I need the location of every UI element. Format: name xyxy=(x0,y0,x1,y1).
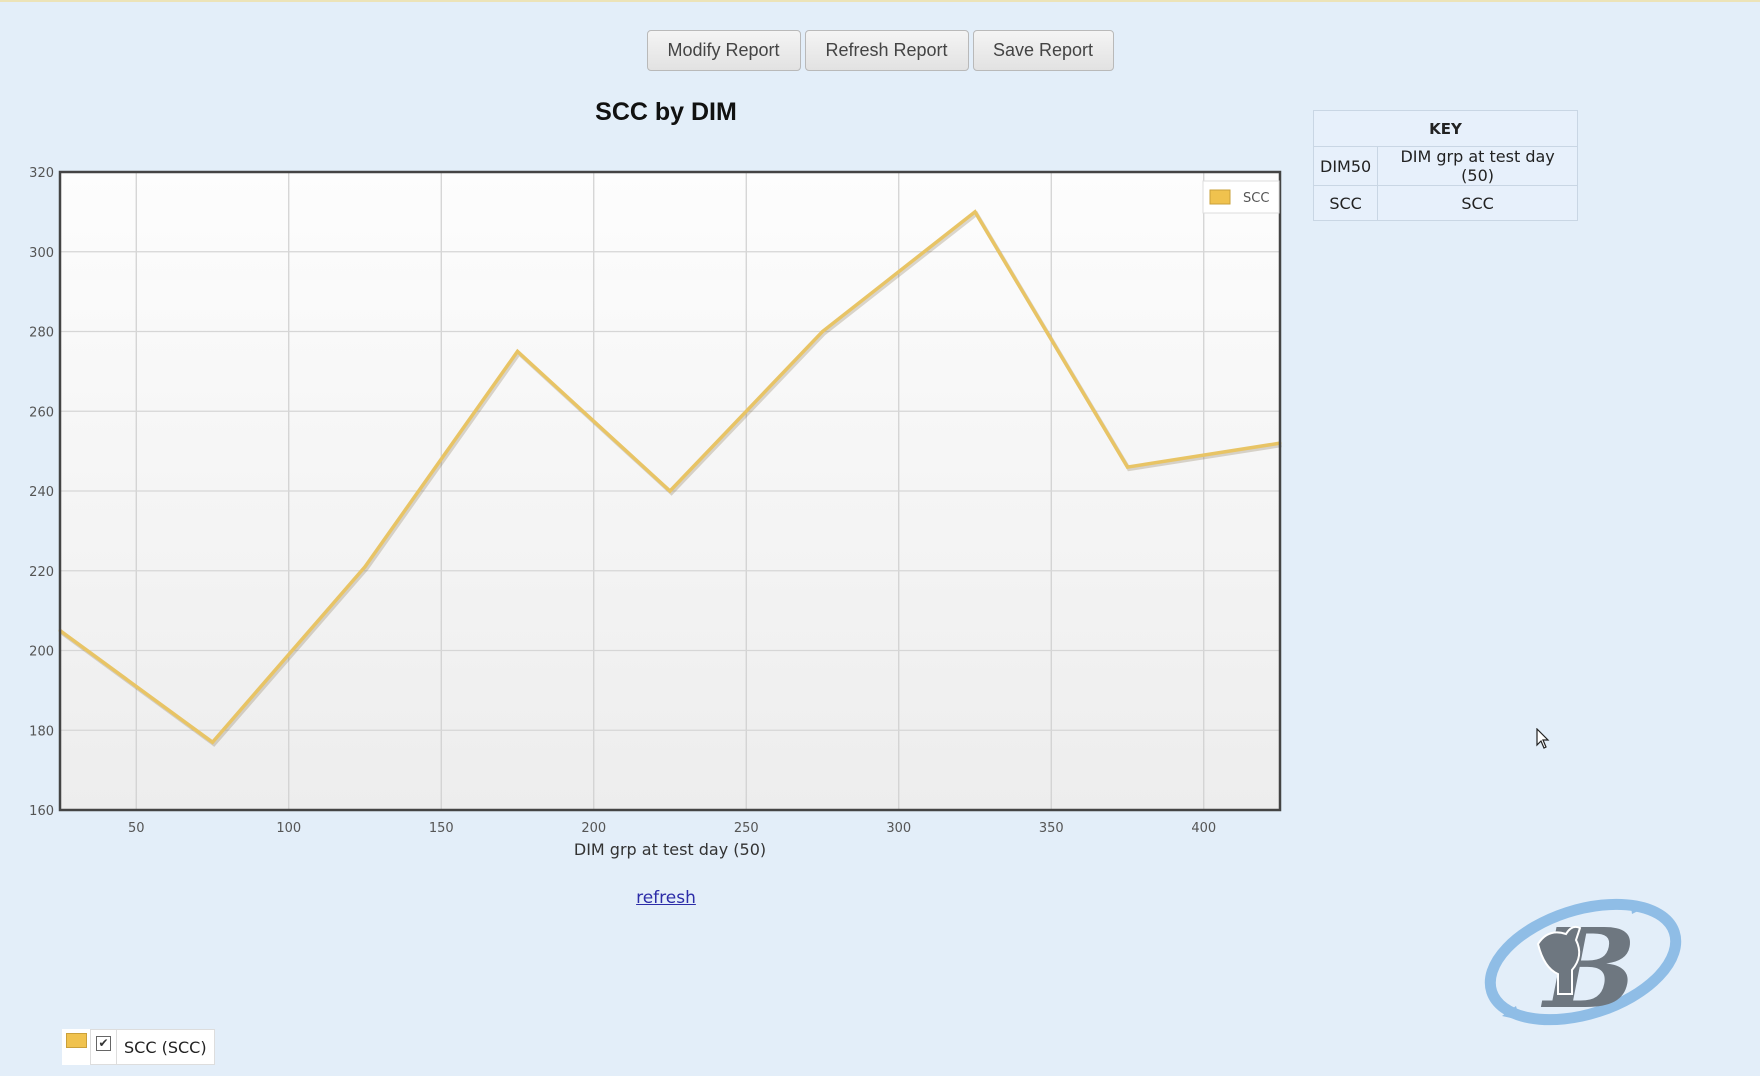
chart-legend[interactable]: SCC xyxy=(1202,180,1280,214)
key-code: SCC xyxy=(1312,185,1379,221)
modify-report-button[interactable]: Modify Report xyxy=(646,30,801,71)
key-table: KEY DIM50 DIM grp at test day (50) SCC S… xyxy=(1312,110,1578,221)
y-tick-label: 160 xyxy=(29,804,54,819)
chart-title: SCC by DIM xyxy=(595,98,737,126)
y-tick-label: 220 xyxy=(29,565,54,580)
key-row: DIM50 DIM grp at test day (50) xyxy=(1312,146,1578,186)
key-header: KEY xyxy=(1313,110,1578,147)
data-point xyxy=(516,349,519,353)
data-point xyxy=(821,330,824,333)
y-tick-label: 300 xyxy=(29,246,54,261)
line-chart: 50 100 150 200 250 300 350 400 160 180 200 220 240 2… xyxy=(29,166,1282,859)
x-tick-label: 250 xyxy=(734,821,759,836)
company-logo: B xyxy=(1484,898,1682,1032)
refresh-link-wrap: refresh xyxy=(0,888,1332,908)
data-point xyxy=(973,210,977,214)
x-tick-label: 150 xyxy=(429,821,454,836)
x-tick-label: 100 xyxy=(276,821,301,836)
y-tick-label: 240 xyxy=(29,485,54,500)
legend-label: SCC xyxy=(1243,191,1269,206)
x-tick-label: 50 xyxy=(128,821,145,836)
series-checkbox[interactable]: ✔ xyxy=(90,1029,116,1065)
y-tick-label: 320 xyxy=(29,166,54,181)
x-tick-label: 300 xyxy=(886,821,911,836)
x-tick-label: 400 xyxy=(1191,821,1216,836)
key-description: SCC xyxy=(1377,185,1578,221)
key-row: SCC SCC xyxy=(1312,185,1578,221)
key-description: DIM grp at test day (50) xyxy=(1377,146,1578,186)
series-toggle[interactable]: ✔ SCC (SCC) xyxy=(62,1029,215,1065)
data-point xyxy=(211,740,214,744)
data-point xyxy=(363,565,367,569)
x-tick-label: 350 xyxy=(1039,821,1064,836)
refresh-report-button[interactable]: Refresh Report xyxy=(804,30,969,71)
report-toolbar: Modify Report Refresh Report Save Report xyxy=(0,30,1760,71)
series-color-swatch xyxy=(62,1029,90,1065)
save-report-button[interactable]: Save Report xyxy=(972,30,1114,71)
refresh-link[interactable]: refresh xyxy=(636,888,696,908)
y-axis: 160 180 200 220 240 260 280 300 320 xyxy=(29,166,54,819)
mouse-cursor-icon xyxy=(1536,728,1550,749)
legend-swatch xyxy=(1209,189,1231,205)
data-point xyxy=(668,489,672,493)
y-tick-label: 280 xyxy=(29,326,54,341)
x-axis-label: DIM grp at test day (50) xyxy=(574,840,766,859)
x-tick-label: 200 xyxy=(581,821,606,836)
data-point xyxy=(1126,465,1129,469)
series-toggle-label: SCC (SCC) xyxy=(116,1029,215,1065)
y-tick-label: 200 xyxy=(29,645,54,660)
plot-border xyxy=(58,170,1282,812)
y-tick-label: 260 xyxy=(29,405,54,420)
key-code: DIM50 xyxy=(1312,146,1379,186)
top-border xyxy=(0,0,1760,2)
y-tick-label: 180 xyxy=(29,724,54,739)
x-axis: 50 100 150 200 250 300 350 400 xyxy=(128,821,1216,836)
